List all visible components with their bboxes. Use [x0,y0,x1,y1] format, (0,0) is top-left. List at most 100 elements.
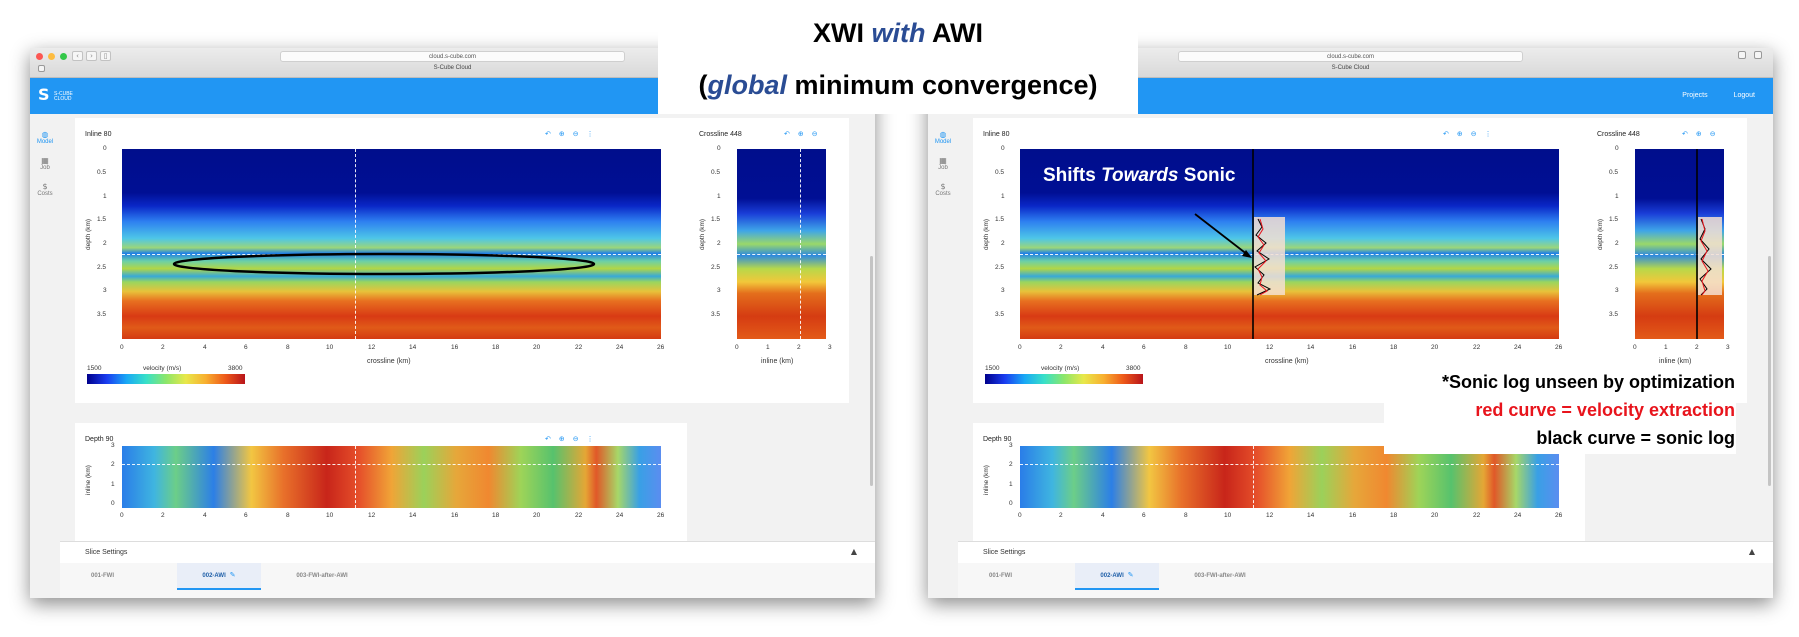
edit-pencil-icon[interactable]: ✎ [1127,571,1134,579]
zoom-in-icon[interactable]: ⊕ [558,435,565,443]
slice-settings-bar[interactable]: Slice Settings ▲ [958,541,1773,563]
undo-icon[interactable]: ↶ [784,130,790,138]
inline-toolbar: ↶ ⊕ ⊖ ⋮ [1443,130,1492,138]
inline-crosshair [800,149,801,339]
app-sidebar: ◍ Model ▦ Job $ Costs [928,114,958,598]
x-tick: 0 [1018,344,1022,351]
x-tick: 14 [1307,512,1315,519]
more-icon[interactable]: ⋮ [1484,130,1492,138]
x-tick: 26 [1555,512,1563,519]
sidebar-item-costs[interactable]: $ Costs [30,182,60,197]
sidebar-toggle-icon[interactable]: ▯ [100,51,111,61]
page-scrollbar[interactable] [1768,256,1771,486]
subtitle-emphasis: global [707,70,787,100]
crossline-toolbar: ↶ ⊕ ⊖ [1682,130,1716,138]
tab-001-fwi[interactable]: 001-FWI [958,563,1043,590]
depth-velocity-slice[interactable] [122,446,661,508]
y-tick: 3 [1615,287,1619,294]
grid-icon: ▦ [939,156,947,165]
sidebar-item-model[interactable]: ◍ Model [928,130,958,145]
y-tick: 1 [1001,193,1005,200]
depth-velocity-slice[interactable] [1020,446,1559,508]
tab-003-fwi-after-awi[interactable]: 003-FWI-after-AWI [262,563,382,590]
colorbar-max: 3800 [1126,365,1141,372]
y-tick: 0.5 [711,169,721,176]
zoom-out-icon[interactable]: ⊖ [1709,130,1716,138]
app-logo[interactable]: S S-CUBE CLOUD [38,86,78,106]
x-tick: 0 [735,344,739,351]
share-icon[interactable] [1738,51,1746,59]
sidebar-item-model[interactable]: ◍ Model [30,130,60,145]
crossline-velocity-slice[interactable] [737,149,826,339]
forward-icon[interactable]: › [86,51,97,61]
y-tick: 0 [111,500,115,507]
nav-logout-link[interactable]: Logout [1733,92,1755,99]
tab-002-awi[interactable]: 002-AWI ✎ [1075,563,1159,590]
nav-projects-link[interactable]: Projects [1682,92,1708,99]
y-tick: 1.5 [711,216,721,223]
zoom-in-icon[interactable]: ⊕ [1695,130,1702,138]
x-tick: 20 [1431,512,1439,519]
sidebar-item-job[interactable]: ▦ Job [30,156,60,171]
slide-title: XWI with AWI [658,18,1138,49]
depth-slice-y-label: inline (km) [983,465,990,495]
annotation-text: Sonic [1183,165,1236,186]
zoom-out-icon[interactable]: ⊖ [811,130,818,138]
tab-003-fwi-after-awi[interactable]: 003-FWI-after-AWI [1160,563,1280,590]
tab-002-awi[interactable]: 002-AWI ✎ [177,563,261,590]
zoom-out-icon[interactable]: ⊖ [1470,130,1477,138]
inline-toolbar: ↶ ⊕ ⊖ ⋮ [545,130,594,138]
slice-settings-bar[interactable]: Slice Settings ▲ [60,541,875,563]
inline-velocity-slice[interactable] [1020,149,1559,339]
back-icon[interactable]: ‹ [72,51,83,61]
x-tick: 26 [1555,344,1563,351]
depth-crosshair [1635,254,1724,255]
minimize-window-button[interactable] [48,53,55,60]
zoom-out-icon[interactable]: ⊖ [572,435,579,443]
zoom-in-icon[interactable]: ⊕ [558,130,565,138]
x-tick: 8 [1184,512,1188,519]
sidebar-item-job[interactable]: ▦ Job [928,156,958,171]
tab-001-fwi[interactable]: 001-FWI [60,563,145,590]
chevron-up-icon[interactable]: ▲ [850,547,857,556]
maximize-window-button[interactable] [60,53,67,60]
tabs-overview-icon[interactable] [1754,51,1762,59]
slice-settings-label: Slice Settings [983,549,1026,556]
tab-label: 003-FWI-after-AWI [1194,573,1246,579]
depth-axis-label: depth (km) [85,218,92,250]
x-tick: 0 [1633,344,1637,351]
url-text: cloud.s-cube.com [428,54,477,60]
y-tick: 2 [1009,461,1013,468]
address-bar[interactable]: cloud.s-cube.com [280,51,625,62]
window-controls [36,53,67,60]
y-tick: 2.5 [97,264,107,271]
more-icon[interactable]: ⋮ [586,435,594,443]
undo-icon[interactable]: ↶ [1682,130,1688,138]
address-bar[interactable]: cloud.s-cube.com [1178,51,1523,62]
chevron-up-icon[interactable]: ▲ [1748,547,1755,556]
grid-icon: ▦ [41,156,49,165]
undo-icon[interactable]: ↶ [545,435,551,443]
zoom-in-icon[interactable]: ⊕ [1456,130,1463,138]
close-window-button[interactable] [36,53,43,60]
edit-pencil-icon[interactable]: ✎ [229,571,236,579]
zoom-in-icon[interactable]: ⊕ [797,130,804,138]
x-tick: 8 [286,512,290,519]
undo-icon[interactable]: ↶ [545,130,551,138]
more-icon[interactable]: ⋮ [586,130,594,138]
crossline-velocity-slice[interactable] [1635,149,1724,339]
browser-tab-title: S-Cube Cloud [433,65,472,71]
sidebar-item-label: Job [40,165,50,171]
dollar-icon: $ [42,182,48,191]
zoom-out-icon[interactable]: ⊖ [572,130,579,138]
inline-velocity-slice[interactable] [122,149,661,339]
undo-icon[interactable]: ↶ [1443,130,1449,138]
sidebar-item-costs[interactable]: $ Costs [928,182,958,197]
page-scrollbar[interactable] [870,256,873,486]
inline-crosshair [1020,464,1559,465]
x-tick: 18 [1390,512,1398,519]
y-tick: 1.5 [1609,216,1619,223]
x-tick: 1 [1664,344,1668,351]
y-tick: 3 [717,287,721,294]
